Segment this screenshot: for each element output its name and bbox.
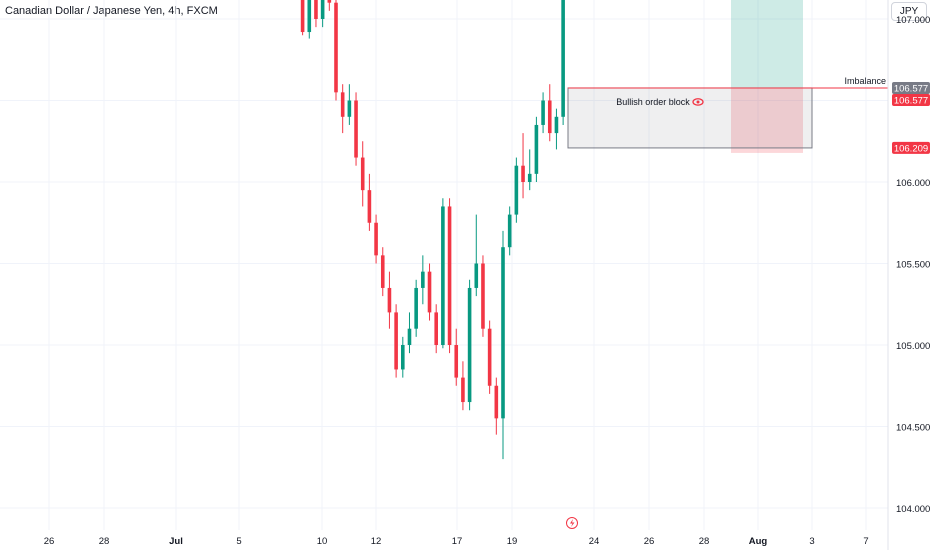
annotations: Imbalance Bullish order block	[566, 76, 886, 529]
time-axis[interactable]: 26 28 Jul 5 10 12 17 19 24 26 28 Aug 3 7	[44, 536, 869, 547]
eye-icon-pupil	[696, 100, 700, 104]
candle-body	[414, 287, 418, 329]
y-tick-label: 105.500	[896, 260, 930, 271]
candle-body	[367, 190, 372, 223]
x-tick-label: 28	[99, 536, 110, 547]
price-axis[interactable]: 104.000 104.500 105.000 105.500 106.000 106.5…	[896, 0, 930, 515]
candle-body	[401, 345, 405, 370]
candle-body	[474, 263, 479, 288]
candle-body	[320, 0, 325, 19]
candle-body	[374, 222, 378, 256]
candle-body	[314, 0, 318, 20]
price-tags: 108.000107.58101:20:07CADJPY106.577106.5…	[892, 81, 930, 154]
candle-body	[300, 0, 305, 33]
candle-body	[434, 312, 438, 345]
x-tick-label: 17	[452, 536, 463, 547]
candle-body	[514, 165, 519, 215]
candle-body	[481, 263, 485, 329]
candle-body	[541, 100, 545, 125]
lightning-bolt	[570, 519, 575, 527]
candle-body	[407, 328, 412, 345]
x-tick-label: 12	[371, 536, 382, 547]
x-tick-label: 5	[236, 536, 241, 547]
candle-body	[334, 2, 338, 93]
candle-body	[467, 287, 472, 403]
candle-body	[494, 385, 499, 419]
candle-body	[487, 328, 492, 386]
currency-button[interactable]: JPY	[891, 2, 927, 21]
candle-body	[527, 173, 532, 182]
ob-price-value: 106.577	[894, 95, 928, 106]
candle-body	[521, 165, 525, 182]
y-tick-label: 104.500	[896, 423, 930, 434]
x-tick-label: 10	[317, 536, 328, 547]
candle-body	[380, 255, 385, 288]
order-block-label: Bullish order block	[616, 97, 690, 107]
candle-body	[507, 214, 512, 248]
candle-body	[554, 116, 559, 134]
y-tick-label: 104.000	[896, 504, 930, 515]
x-tick-label: Jul	[169, 536, 183, 547]
imbalance-price-value: 106.577	[894, 83, 928, 94]
imbalance-price-tag	[892, 81, 930, 94]
candles	[300, 0, 565, 460]
candle-body	[387, 287, 392, 313]
candle-body	[360, 157, 365, 191]
order-block-box	[567, 87, 813, 149]
candle-body	[421, 271, 425, 288]
candle-body	[454, 345, 459, 378]
candle-body	[447, 206, 452, 345]
candle-body	[534, 124, 539, 174]
candle-body	[347, 100, 352, 117]
x-tick-label: 24	[589, 536, 600, 547]
candle-body	[354, 100, 358, 158]
chart-title: Canadian Dollar / Japanese Yen, 4h, FXCM	[5, 5, 218, 17]
candle-body	[547, 100, 552, 134]
ob-price-tag	[892, 141, 930, 154]
price-lines	[568, 87, 888, 89]
candle-body	[441, 206, 445, 345]
candle-body	[307, 0, 312, 33]
y-tick-label: 106.000	[896, 178, 930, 189]
trade-zones	[567, 0, 813, 153]
stop-loss-zone	[731, 87, 803, 153]
candle-body	[394, 312, 398, 370]
grid-lines	[0, 0, 888, 530]
x-tick-label: 26	[644, 536, 655, 547]
x-tick-label: Aug	[749, 536, 768, 547]
x-tick-label: 19	[507, 536, 518, 547]
candle-body	[461, 377, 465, 403]
candle-body	[501, 247, 505, 419]
ob-price-tag	[892, 93, 930, 106]
ob-price-value: 106.209	[894, 143, 928, 154]
eye-icon	[692, 98, 704, 106]
y-tick-label: 105.000	[896, 341, 930, 352]
x-tick-label: 26	[44, 536, 55, 547]
candle-body	[327, 0, 332, 3]
candle-body	[340, 92, 345, 117]
imbalance-label: Imbalance	[844, 76, 886, 86]
candle-body	[561, 0, 565, 117]
x-tick-label: 28	[699, 536, 710, 547]
y-tick-label: 107.000	[896, 15, 930, 26]
take-profit-zone	[731, 0, 803, 88]
x-tick-label: 7	[863, 536, 868, 547]
x-tick-label: 3	[809, 536, 814, 547]
candle-body	[427, 271, 432, 313]
